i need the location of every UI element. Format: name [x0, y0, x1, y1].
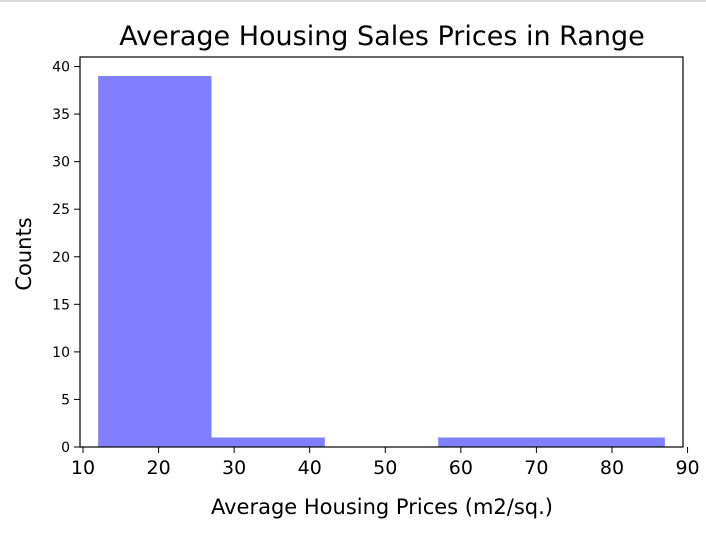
y-tick-label: 35 [52, 107, 70, 123]
y-tick-label: 30 [52, 155, 70, 171]
plot-frame [79, 56, 684, 448]
histogram-bar-2 [211, 437, 325, 447]
histogram-bar-4 [438, 437, 552, 447]
chart-title: Average Housing Sales Prices in Range [119, 21, 645, 52]
x-tick-label: 70 [524, 457, 548, 479]
bars-group [98, 76, 665, 448]
x-tick-label: 90 [675, 457, 699, 479]
y-tick-label: 40 [52, 60, 70, 76]
x-tick-label: 20 [146, 457, 170, 479]
x-axis-label: Average Housing Prices (m2/sq.) [211, 495, 553, 519]
y-axis-label: Counts [12, 217, 36, 290]
y-tick-label: 20 [52, 250, 70, 266]
x-tick-label: 10 [71, 457, 95, 479]
x-tick-label: 60 [449, 457, 473, 479]
y-axis-ticks: 0 5 10 15 20 25 30 35 40 [52, 60, 80, 456]
y-tick-label: 25 [52, 202, 70, 218]
x-tick-label: 80 [600, 457, 624, 479]
y-tick-label: 10 [52, 345, 70, 361]
histogram-bar-1 [98, 76, 212, 448]
top-divider [0, 0, 706, 2]
y-tick-label: 0 [61, 440, 70, 456]
histogram-bar-5 [551, 437, 665, 447]
x-tick-label: 50 [373, 457, 397, 479]
x-axis-ticks: 10 20 30 40 50 60 70 80 90 [71, 447, 700, 479]
y-tick-label: 15 [52, 297, 70, 313]
y-tick-label: 5 [61, 392, 70, 408]
x-tick-label: 30 [222, 457, 246, 479]
x-tick-label: 40 [298, 457, 322, 479]
